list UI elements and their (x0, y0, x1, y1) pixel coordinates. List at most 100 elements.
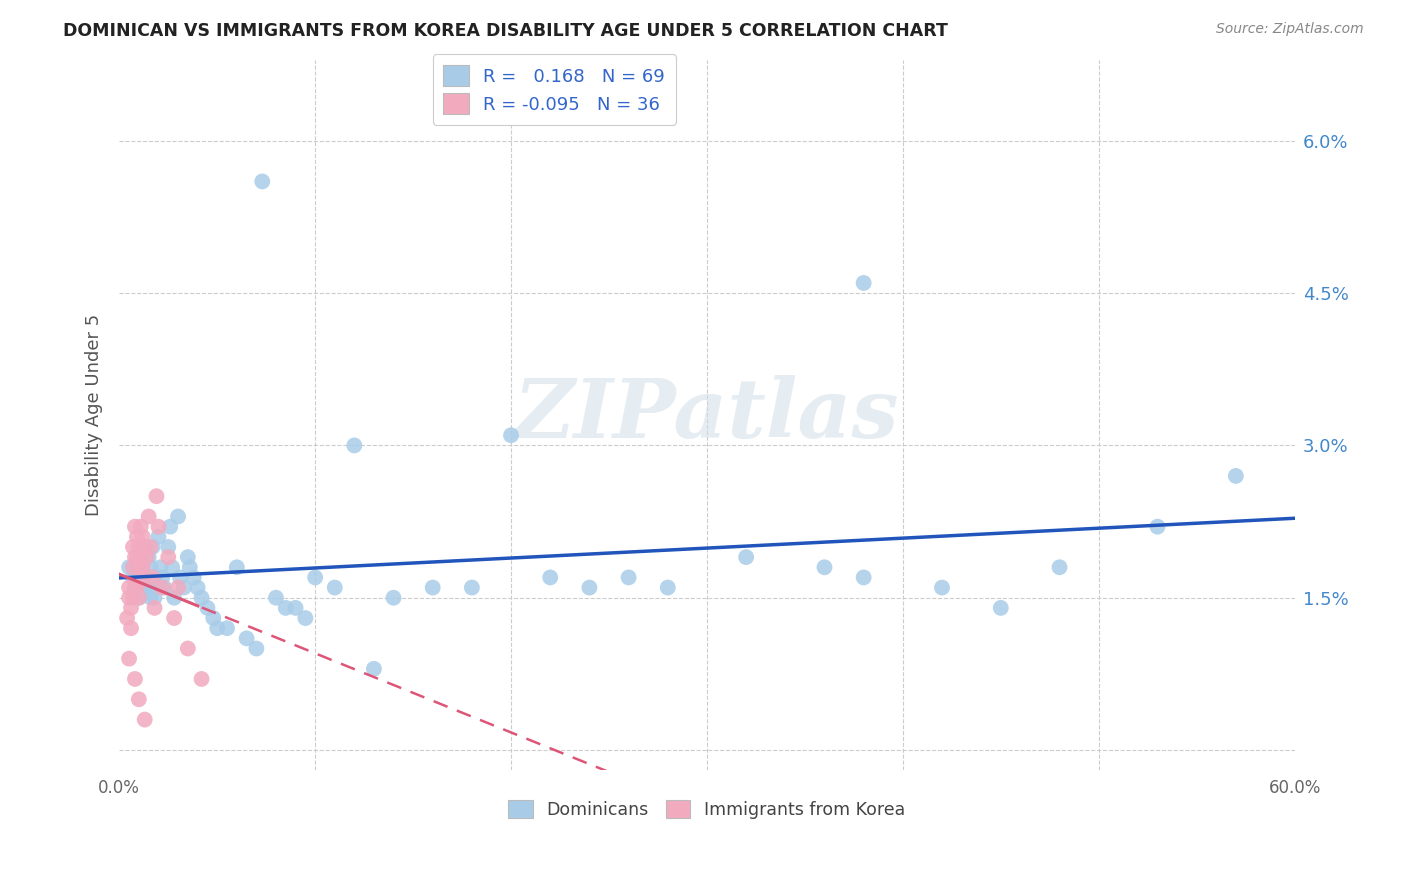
Point (128, 560, 150, 574)
Point (132, 530, 155, 544)
Point (422, 581, 444, 595)
Point (931, 581, 953, 595)
Point (118, 581, 141, 595)
Point (139, 540, 162, 554)
Point (125, 560, 148, 574)
Point (578, 581, 600, 595)
Point (190, 672, 212, 686)
Point (197, 600, 219, 615)
Y-axis label: Disability Age Under 5: Disability Age Under 5 (86, 314, 103, 516)
Point (145, 581, 167, 595)
Point (118, 591, 141, 605)
Point (125, 550, 148, 565)
Point (252, 174, 274, 188)
Point (852, 276, 875, 290)
Point (139, 560, 162, 574)
Point (205, 621, 228, 635)
Point (129, 570, 152, 584)
Point (129, 519, 152, 533)
Point (129, 550, 152, 565)
Point (177, 550, 200, 565)
Point (149, 560, 172, 574)
Text: DOMINICAN VS IMMIGRANTS FROM KOREA DISABILITY AGE UNDER 5 CORRELATION CHART: DOMINICAN VS IMMIGRANTS FROM KOREA DISAB… (63, 22, 948, 40)
Point (142, 540, 165, 554)
Legend: Dominicans, Immigrants from Korea: Dominicans, Immigrants from Korea (502, 793, 912, 826)
Point (657, 581, 679, 595)
Point (118, 560, 141, 574)
Point (120, 621, 142, 635)
Point (183, 570, 205, 584)
Point (128, 570, 150, 584)
Point (169, 570, 191, 584)
Point (124, 550, 146, 565)
Point (124, 519, 146, 533)
Point (538, 570, 561, 584)
Point (122, 570, 145, 584)
Point (120, 600, 142, 615)
Point (148, 530, 170, 544)
Point (852, 570, 875, 584)
Point (148, 519, 170, 533)
Point (122, 560, 145, 574)
Point (134, 713, 156, 727)
Point (813, 560, 835, 574)
Point (115, 611, 138, 625)
Point (124, 672, 146, 686)
Point (617, 570, 640, 584)
Point (499, 428, 522, 442)
Point (129, 550, 152, 565)
Point (160, 560, 183, 574)
Point (124, 581, 146, 595)
Point (142, 570, 165, 584)
Point (128, 692, 150, 706)
Point (1146, 519, 1168, 533)
Point (153, 581, 176, 595)
Point (215, 621, 238, 635)
Point (343, 438, 366, 452)
Point (284, 600, 307, 615)
Point (382, 591, 405, 605)
Point (150, 570, 173, 584)
Point (294, 611, 316, 625)
Point (157, 550, 180, 565)
Point (990, 600, 1012, 615)
Point (132, 581, 155, 595)
Point (1049, 560, 1071, 574)
Point (134, 540, 156, 554)
Point (159, 519, 181, 533)
Point (138, 509, 160, 524)
Point (1225, 469, 1247, 483)
Point (118, 651, 141, 665)
Text: Source: ZipAtlas.com: Source: ZipAtlas.com (1216, 22, 1364, 37)
Point (461, 581, 484, 595)
Point (167, 509, 190, 524)
Point (125, 530, 148, 544)
Point (122, 591, 145, 605)
Point (139, 591, 162, 605)
Point (323, 581, 346, 595)
Point (143, 591, 166, 605)
Point (135, 581, 157, 595)
Point (163, 591, 186, 605)
Point (187, 581, 209, 595)
Point (304, 570, 326, 584)
Point (179, 560, 201, 574)
Point (225, 560, 247, 574)
Point (157, 540, 180, 554)
Point (132, 560, 155, 574)
Point (274, 600, 297, 615)
Point (138, 581, 160, 595)
Point (735, 550, 758, 565)
Point (177, 641, 200, 656)
Point (163, 611, 186, 625)
Text: ZIPatlas: ZIPatlas (515, 375, 900, 455)
Point (128, 591, 150, 605)
Point (173, 581, 195, 595)
Point (264, 591, 287, 605)
Point (245, 641, 267, 656)
Point (143, 600, 166, 615)
Point (132, 560, 155, 574)
Point (135, 550, 157, 565)
Point (167, 581, 190, 595)
Point (150, 581, 173, 595)
